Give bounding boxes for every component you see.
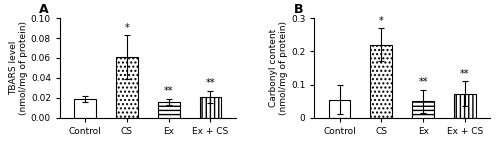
Text: **: ** (418, 77, 428, 87)
Text: B: B (294, 3, 303, 16)
Text: A: A (39, 3, 48, 16)
Bar (158, 102, 180, 118)
Bar (74, 99, 96, 118)
Bar (370, 45, 392, 118)
Text: **: ** (460, 69, 469, 79)
Text: **: ** (164, 86, 173, 96)
Text: *: * (379, 16, 384, 26)
Y-axis label: TBARS level
(nmol/mg of protein): TBARS level (nmol/mg of protein) (8, 21, 28, 115)
Y-axis label: Carbonyl content
(nmol/mg of protein): Carbonyl content (nmol/mg of protein) (269, 21, 288, 115)
Bar (116, 57, 138, 118)
Text: *: * (124, 22, 129, 33)
Bar (412, 101, 434, 118)
Bar (200, 97, 222, 118)
Bar (454, 94, 476, 118)
Bar (328, 100, 350, 118)
Text: **: ** (206, 78, 215, 88)
